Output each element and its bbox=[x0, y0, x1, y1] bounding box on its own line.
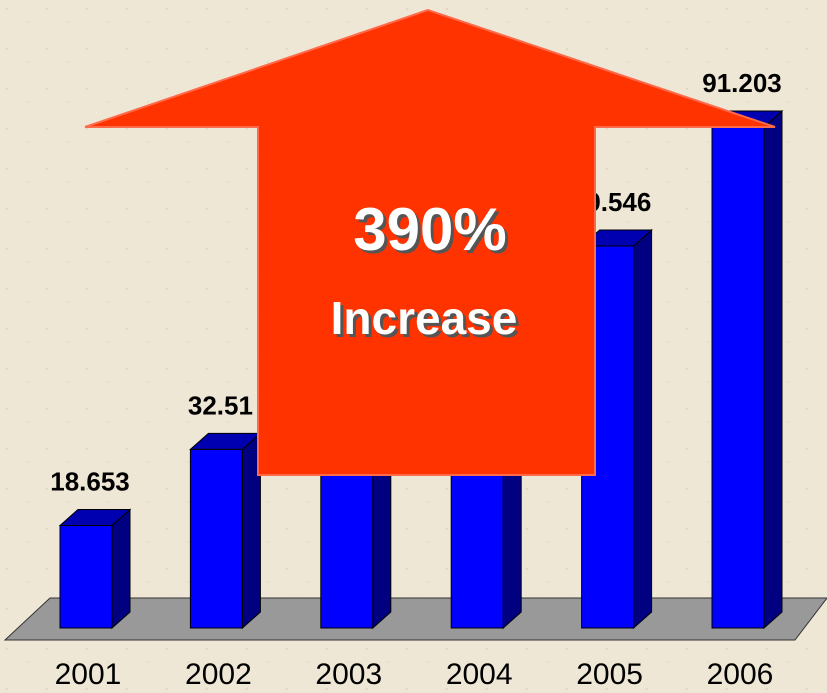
x-tick-label: 2003 bbox=[315, 658, 382, 691]
annotation-shadow: Increase bbox=[334, 295, 521, 347]
x-tick-label: 2006 bbox=[707, 658, 774, 691]
bar-front bbox=[59, 525, 113, 629]
annotation-value: 390% bbox=[353, 196, 506, 263]
annotation-text: Increase bbox=[331, 292, 518, 344]
x-tick-label: 2004 bbox=[446, 658, 513, 691]
value-label: 18.653 bbox=[50, 466, 130, 496]
bar-side bbox=[111, 508, 131, 630]
bar-side bbox=[633, 228, 653, 630]
x-tick-label: 2002 bbox=[185, 658, 252, 691]
bar bbox=[710, 109, 784, 630]
value-label: 91.203 bbox=[702, 68, 782, 98]
arrow-shape bbox=[84, 8, 776, 476]
arrow: 390% 390% Increase Increase bbox=[84, 8, 776, 476]
x-tick-label: 2005 bbox=[576, 658, 643, 691]
annotation-shadow: 390% bbox=[356, 199, 509, 266]
x-tick-label: 2001 bbox=[55, 658, 122, 691]
bar bbox=[189, 432, 262, 630]
bar bbox=[58, 508, 132, 630]
bar-front bbox=[189, 448, 243, 629]
value-label: 32.51 bbox=[188, 390, 253, 420]
bar-side bbox=[763, 109, 783, 630]
bar-front bbox=[711, 126, 765, 629]
